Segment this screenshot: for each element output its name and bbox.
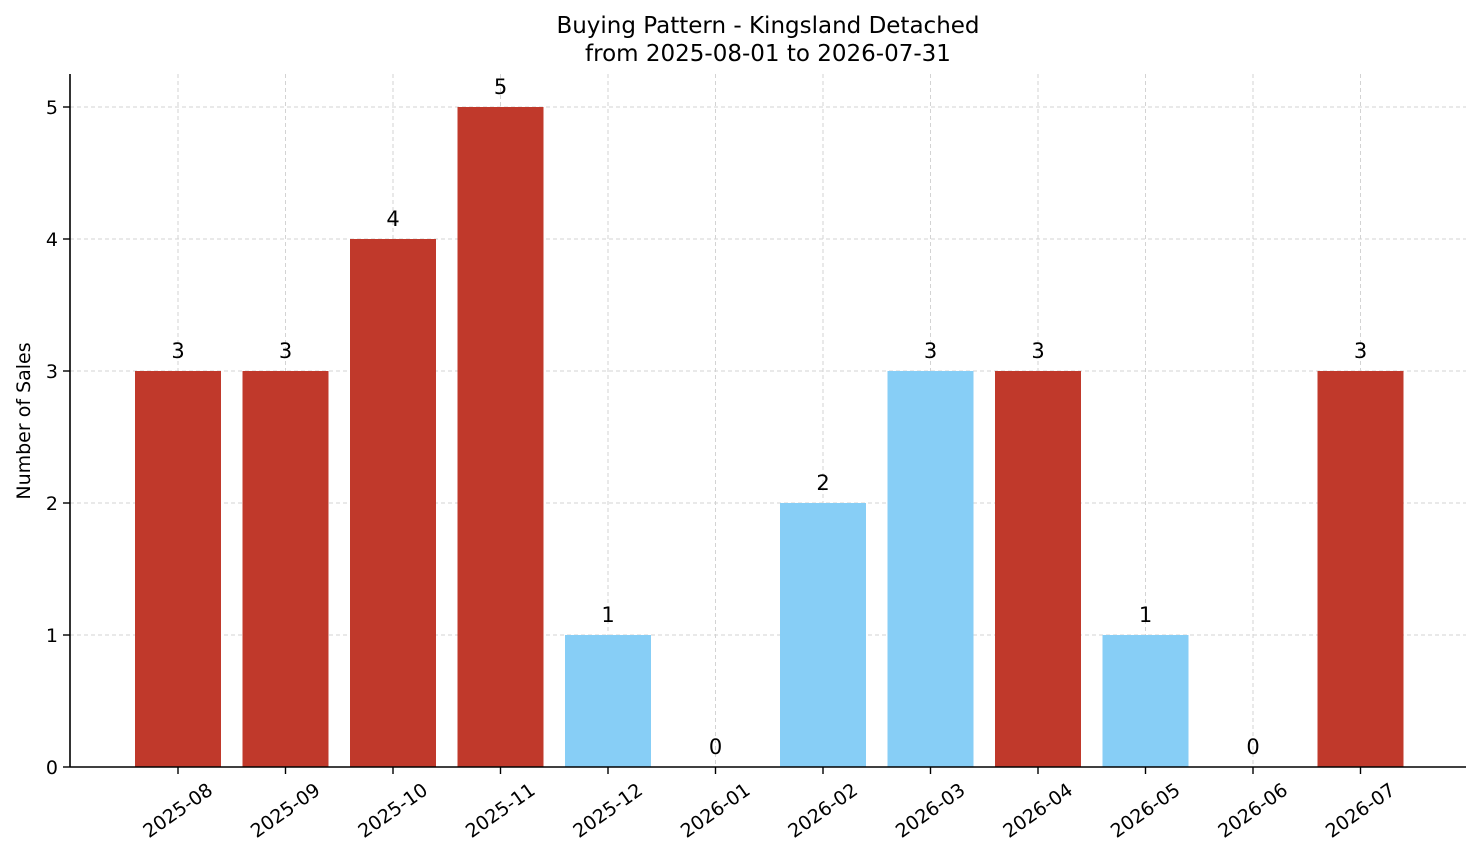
data-label: 1 [1139,603,1152,627]
bar [350,239,436,767]
y-tick-label: 2 [46,493,58,515]
bars [135,107,1404,767]
x-tick-label: 2026-07 [1322,779,1400,843]
x-tick-label: 2026-01 [677,779,755,843]
x-tick-label: 2025-09 [247,779,325,843]
x-tick-label: 2025-12 [569,779,647,843]
data-label: 0 [709,735,722,759]
axes [63,74,1466,774]
y-axis-label: Number of Sales [13,342,35,499]
x-tick-label: 2025-10 [354,779,432,843]
chart-title: Buying Pattern - Kingsland Detached [556,13,979,39]
data-label: 3 [1354,339,1367,363]
data-label: 3 [1031,339,1044,363]
x-tick-label: 2026-03 [892,779,970,843]
y-tick-label: 4 [46,229,58,251]
y-tick-label: 1 [46,625,58,647]
data-label: 5 [494,75,507,99]
y-tick-label: 0 [46,757,58,779]
bar [780,503,866,767]
bar [995,371,1081,767]
data-label: 3 [279,339,292,363]
data-label: 1 [601,603,614,627]
x-tick-label: 2026-06 [1214,779,1292,843]
data-label: 3 [171,339,184,363]
data-label: 4 [386,207,399,231]
bar [1102,635,1189,767]
chart-subtitle: from 2025-08-01 to 2026-07-31 [585,41,951,67]
x-tick-label: 2025-08 [139,779,217,843]
bar [565,635,651,767]
x-tick-label: 2026-05 [1107,779,1185,843]
data-label: 2 [816,471,829,495]
y-tick-label: 5 [46,97,58,119]
bar [887,371,974,767]
data-label: 3 [924,339,937,363]
x-tick-label: 2026-02 [784,779,862,843]
data-label: 0 [1246,735,1259,759]
y-tick-label: 3 [46,361,58,383]
bar [135,371,221,767]
x-tick-label: 2026-04 [999,779,1077,843]
bar [242,371,329,767]
x-tick-label: 2025-11 [462,779,540,843]
bar [1317,371,1404,767]
bar [457,107,544,767]
